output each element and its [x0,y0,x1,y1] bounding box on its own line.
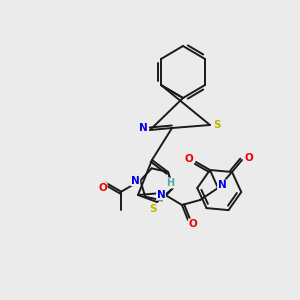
Text: N: N [131,176,140,186]
Text: S: S [213,120,221,130]
Text: O: O [184,154,194,164]
Text: N: N [218,180,226,190]
Text: O: O [244,153,253,163]
Text: O: O [189,219,197,229]
Text: N: N [157,190,165,200]
Text: O: O [98,183,107,193]
Text: H: H [166,178,174,188]
Text: S: S [149,204,157,214]
Text: N: N [139,123,147,133]
